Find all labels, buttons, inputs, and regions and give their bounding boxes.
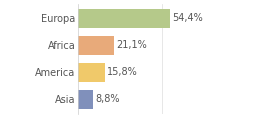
Text: 15,8%: 15,8% <box>107 67 138 77</box>
Bar <box>78 9 170 28</box>
Text: 8,8%: 8,8% <box>95 94 120 104</box>
Bar <box>78 63 105 82</box>
Text: 54,4%: 54,4% <box>172 13 202 23</box>
Bar <box>78 90 93 109</box>
Text: 21,1%: 21,1% <box>116 40 147 50</box>
Bar <box>78 36 114 55</box>
